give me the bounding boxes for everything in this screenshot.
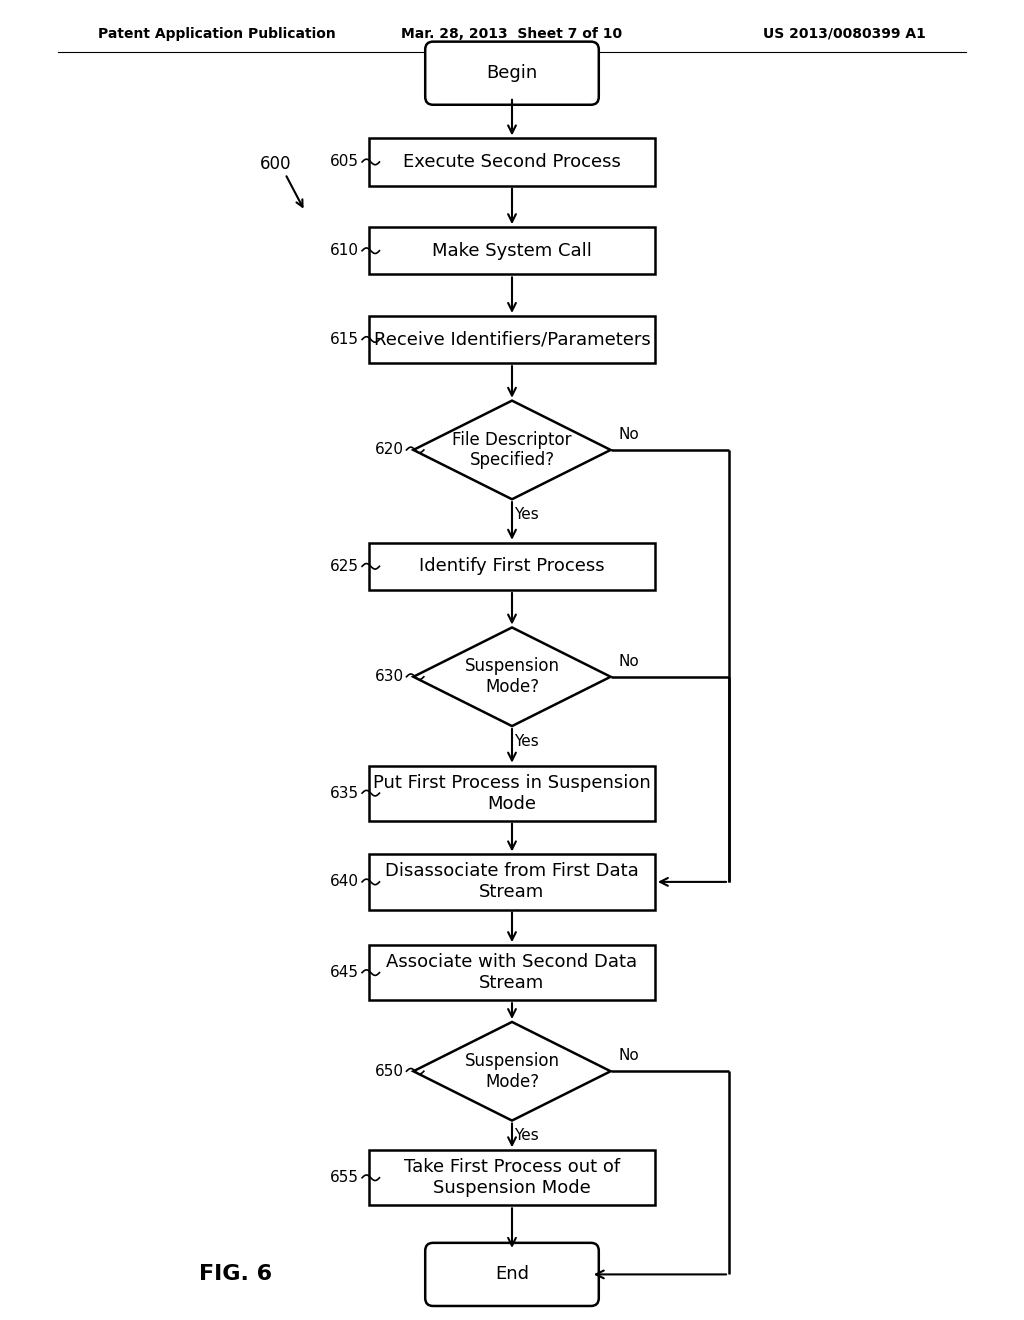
Text: 640: 640: [330, 874, 359, 890]
Bar: [369, 945, 655, 1001]
Text: 625: 625: [330, 558, 359, 574]
Text: Associate with Second Data
Stream: Associate with Second Data Stream: [386, 953, 638, 993]
Text: Yes: Yes: [514, 1129, 540, 1143]
Bar: [369, 854, 655, 909]
Text: 650: 650: [375, 1064, 403, 1078]
Text: Make System Call: Make System Call: [432, 242, 592, 260]
Text: Mar. 28, 2013  Sheet 7 of 10: Mar. 28, 2013 Sheet 7 of 10: [401, 26, 623, 41]
Bar: [369, 315, 655, 363]
Text: End: End: [495, 1266, 529, 1283]
Text: Suspension
Mode?: Suspension Mode?: [465, 1052, 559, 1090]
Text: 605: 605: [330, 154, 359, 169]
Text: Yes: Yes: [514, 734, 540, 748]
Text: Take First Process out of
Suspension Mode: Take First Process out of Suspension Mod…: [403, 1159, 621, 1197]
Text: 630: 630: [375, 669, 403, 684]
Text: Receive Identifiers/Parameters: Receive Identifiers/Parameters: [374, 330, 650, 348]
Text: 635: 635: [330, 785, 359, 801]
Polygon shape: [414, 1022, 610, 1121]
FancyBboxPatch shape: [425, 1243, 599, 1305]
Bar: [369, 766, 655, 821]
Bar: [369, 1150, 655, 1205]
Text: 600: 600: [259, 154, 291, 173]
Text: Patent Application Publication: Patent Application Publication: [97, 26, 336, 41]
Text: No: No: [618, 1048, 639, 1064]
Text: US 2013/0080399 A1: US 2013/0080399 A1: [763, 26, 927, 41]
Text: Yes: Yes: [514, 507, 540, 523]
Bar: [369, 227, 655, 275]
Text: Identify First Process: Identify First Process: [419, 557, 605, 576]
Text: Disassociate from First Data
Stream: Disassociate from First Data Stream: [385, 862, 639, 902]
Bar: [369, 139, 655, 186]
Text: 615: 615: [330, 331, 359, 347]
Text: FIG. 6: FIG. 6: [200, 1265, 272, 1284]
Text: 620: 620: [375, 442, 403, 458]
Polygon shape: [414, 401, 610, 499]
Text: 645: 645: [330, 965, 359, 981]
Text: No: No: [618, 428, 639, 442]
Text: 655: 655: [330, 1171, 359, 1185]
Text: File Descriptor
Specified?: File Descriptor Specified?: [453, 430, 571, 470]
Text: 610: 610: [330, 243, 359, 259]
FancyBboxPatch shape: [425, 42, 599, 104]
Text: No: No: [618, 653, 639, 669]
Text: Execute Second Process: Execute Second Process: [403, 153, 621, 172]
Text: Suspension
Mode?: Suspension Mode?: [465, 657, 559, 696]
Polygon shape: [414, 627, 610, 726]
Text: Put First Process in Suspension
Mode: Put First Process in Suspension Mode: [373, 774, 651, 813]
Text: Begin: Begin: [486, 65, 538, 82]
Bar: [369, 543, 655, 590]
